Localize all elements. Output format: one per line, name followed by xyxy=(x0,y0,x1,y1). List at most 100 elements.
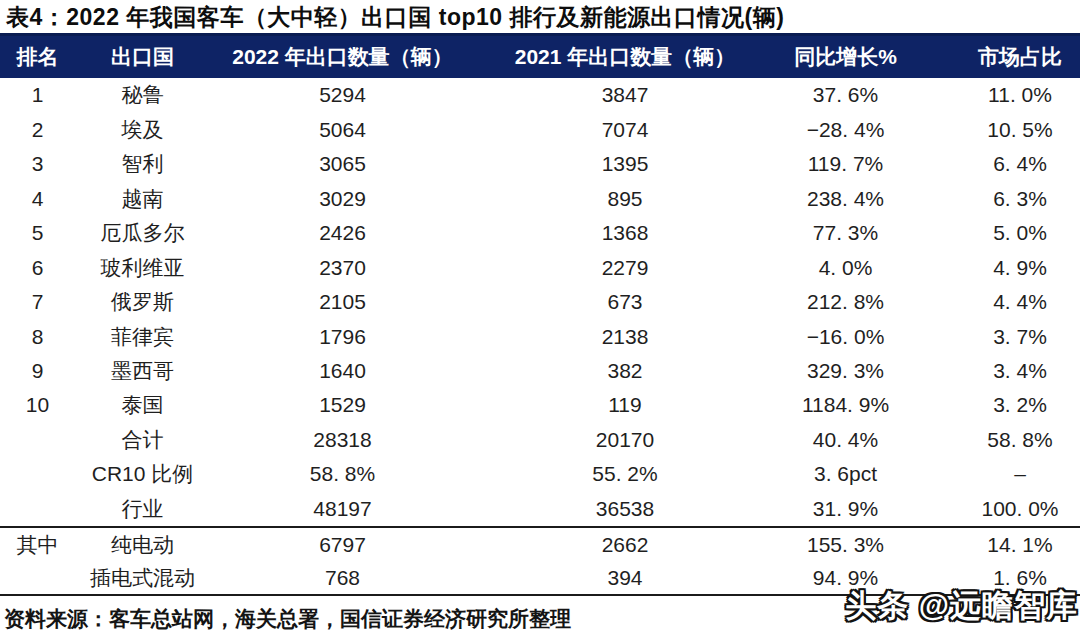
rank-row-0-qty-2021: 3847 xyxy=(475,83,775,107)
rank-row-1-rank: 2 xyxy=(0,118,75,142)
rank-row-8-yoy-growth: 329. 3% xyxy=(775,359,940,383)
rank-row-6-market-share: 4. 4% xyxy=(940,290,1080,314)
rank-row-8-qty-2021: 382 xyxy=(475,359,775,383)
rank-row-6-rank: 7 xyxy=(0,290,75,314)
rank-row-5-yoy-growth: 4. 0% xyxy=(775,256,940,280)
rank-row-7-country: 菲律宾 xyxy=(75,323,210,351)
summary-row-1-country: CR10 比例 xyxy=(75,460,210,488)
summary-row-2-yoy-growth: 31. 9% xyxy=(775,497,940,521)
rank-row-7-market-share: 3. 7% xyxy=(940,325,1080,349)
nev-row-0-qty-2022: 6797 xyxy=(210,533,475,557)
rank-row-7-qty-2022: 1796 xyxy=(210,325,475,349)
summary-row-0-market-share: 58. 8% xyxy=(940,428,1080,452)
rank-row-3-country: 越南 xyxy=(75,185,210,213)
summary-row-1-market-share: – xyxy=(940,462,1080,486)
rank-row-0-country: 秘鲁 xyxy=(75,81,210,109)
rank-row-1-qty-2021: 7074 xyxy=(475,118,775,142)
rank-row-9: 10泰国15291191184. 9%3. 2% xyxy=(0,388,1080,422)
rank-row-5-rank: 6 xyxy=(0,256,75,280)
rank-row-4: 5厄瓜多尔2426136877. 3%5. 0% xyxy=(0,216,1080,250)
rank-row-1-country: 埃及 xyxy=(75,116,210,144)
summary-row-0: 合计283182017040. 4%58. 8% xyxy=(0,423,1080,457)
rank-row-4-country: 厄瓜多尔 xyxy=(75,219,210,247)
rank-row-2-qty-2021: 1395 xyxy=(475,152,775,176)
rank-row-1-market-share: 10. 5% xyxy=(940,118,1080,142)
nev-row-1-country: 插电式混动 xyxy=(75,564,210,592)
summary-row-1-qty-2021: 55. 2% xyxy=(475,462,775,486)
rank-row-2-yoy-growth: 119. 7% xyxy=(775,152,940,176)
summary-row-0-qty-2021: 20170 xyxy=(475,428,775,452)
rank-row-8-qty-2022: 1640 xyxy=(210,359,475,383)
rank-row-4-rank: 5 xyxy=(0,221,75,245)
summary-row-2-country: 行业 xyxy=(75,495,210,523)
rank-row-6-qty-2021: 673 xyxy=(475,290,775,314)
rank-row-4-qty-2022: 2426 xyxy=(210,221,475,245)
rank-row-0-qty-2022: 5294 xyxy=(210,83,475,107)
summary-row-0-country: 合计 xyxy=(75,426,210,454)
summary-row-0-yoy-growth: 40. 4% xyxy=(775,428,940,452)
rank-row-5-qty-2021: 2279 xyxy=(475,256,775,280)
rank-row-6-yoy-growth: 212. 8% xyxy=(775,290,940,314)
rank-row-9-qty-2021: 119 xyxy=(475,393,775,417)
nev-row-1-qty-2022: 768 xyxy=(210,566,475,590)
summary-row-1: CR10 比例58. 8%55. 2%3. 6pct– xyxy=(0,457,1080,491)
rank-row-7-rank: 8 xyxy=(0,325,75,349)
summary-row-1-qty-2022: 58. 8% xyxy=(210,462,475,486)
nev-row-0-yoy-growth: 155. 3% xyxy=(775,533,940,557)
rank-row-1: 2埃及50647074−28. 4%10. 5% xyxy=(0,112,1080,146)
rank-row-2-rank: 3 xyxy=(0,152,75,176)
rank-row-2: 3智利30651395119. 7%6. 4% xyxy=(0,147,1080,181)
summary-row-1-yoy-growth: 3. 6pct xyxy=(775,462,940,486)
table-header-row: 排名出口国2022 年出口数量（辆）2021 年出口数量（辆）同比增长%市场占比 xyxy=(0,33,1080,78)
nev-row-0-rank: 其中 xyxy=(0,531,75,559)
rank-row-5: 6玻利维亚237022794. 0%4. 9% xyxy=(0,250,1080,284)
rank-row-5-market-share: 4. 9% xyxy=(940,256,1080,280)
rank-row-3-qty-2021: 895 xyxy=(475,187,775,211)
rank-row-4-yoy-growth: 77. 3% xyxy=(775,221,940,245)
rank-row-6-country: 俄罗斯 xyxy=(75,288,210,316)
rank-row-7-qty-2021: 2138 xyxy=(475,325,775,349)
rank-row-8-country: 墨西哥 xyxy=(75,357,210,385)
rank-row-3-qty-2022: 3029 xyxy=(210,187,475,211)
rank-row-0-yoy-growth: 37. 6% xyxy=(775,83,940,107)
rank-row-2-qty-2022: 3065 xyxy=(210,152,475,176)
rank-row-2-market-share: 6. 4% xyxy=(940,152,1080,176)
watermark: 头条 @远瞻智库 xyxy=(845,585,1078,627)
rank-row-6-qty-2022: 2105 xyxy=(210,290,475,314)
column-header-country: 出口国 xyxy=(75,43,210,71)
column-header-yoy-growth: 同比增长% xyxy=(775,43,940,71)
rank-row-9-rank: 10 xyxy=(0,393,75,417)
rank-row-5-qty-2022: 2370 xyxy=(210,256,475,280)
rank-row-7: 8菲律宾17962138−16. 0%3. 7% xyxy=(0,319,1080,353)
rank-row-6: 7俄罗斯2105673212. 8%4. 4% xyxy=(0,285,1080,319)
rank-row-9-market-share: 3. 2% xyxy=(940,393,1080,417)
summary-row-2-qty-2021: 36538 xyxy=(475,497,775,521)
rank-row-3-rank: 4 xyxy=(0,187,75,211)
page-title: 表4：2022 年我国客车（大中轻）出口国 top10 排行及新能源出口情况(辆… xyxy=(0,0,1080,33)
report-table-page: 表4：2022 年我国客车（大中轻）出口国 top10 排行及新能源出口情况(辆… xyxy=(0,0,1080,638)
column-header-qty-2022: 2022 年出口数量（辆） xyxy=(210,43,475,71)
rank-row-7-yoy-growth: −16. 0% xyxy=(775,325,940,349)
rank-row-3: 4越南3029895238. 4%6. 3% xyxy=(0,181,1080,215)
summary-row-2-market-share: 100. 0% xyxy=(940,497,1080,521)
summary-row-0-qty-2022: 28318 xyxy=(210,428,475,452)
table-body-main: 1秘鲁5294384737. 6%11. 0%2埃及50647074−28. 4… xyxy=(0,78,1080,526)
rank-row-9-country: 泰国 xyxy=(75,391,210,419)
nev-row-1-qty-2021: 394 xyxy=(475,566,775,590)
nev-row-0-country: 纯电动 xyxy=(75,531,210,559)
rank-row-4-market-share: 5. 0% xyxy=(940,221,1080,245)
rank-row-5-country: 玻利维亚 xyxy=(75,254,210,282)
rank-row-8: 9墨西哥1640382329. 3%3. 4% xyxy=(0,354,1080,388)
rank-row-1-yoy-growth: −28. 4% xyxy=(775,118,940,142)
column-header-qty-2021: 2021 年出口数量（辆） xyxy=(475,43,775,71)
rank-row-4-qty-2021: 1368 xyxy=(475,221,775,245)
nev-row-0-market-share: 14. 1% xyxy=(940,533,1080,557)
rank-row-2-country: 智利 xyxy=(75,150,210,178)
rank-row-0-rank: 1 xyxy=(0,83,75,107)
rank-row-9-qty-2022: 1529 xyxy=(210,393,475,417)
rank-row-3-yoy-growth: 238. 4% xyxy=(775,187,940,211)
column-header-rank: 排名 xyxy=(0,43,75,71)
rank-row-8-market-share: 3. 4% xyxy=(940,359,1080,383)
summary-row-2: 行业481973653831. 9%100. 0% xyxy=(0,492,1080,526)
summary-row-2-qty-2022: 48197 xyxy=(210,497,475,521)
